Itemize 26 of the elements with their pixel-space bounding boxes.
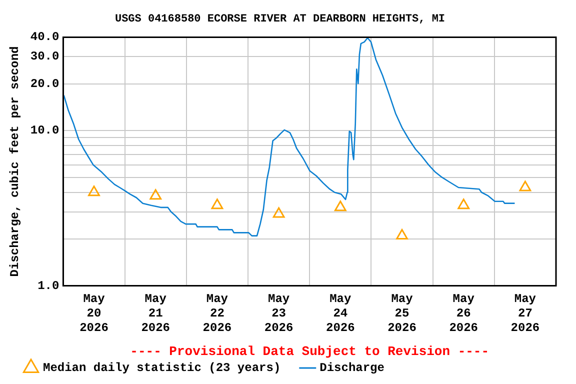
chart-title: USGS 04168580 ECORSE RIVER AT DEARBORN HEIGHTS, MI bbox=[114, 13, 446, 26]
x-tick-label: May 22 2026 bbox=[202, 292, 232, 335]
point bbox=[334, 200, 346, 212]
point bbox=[272, 207, 285, 218]
x-tick-label: May 20 2026 bbox=[80, 292, 108, 335]
point bbox=[396, 229, 408, 240]
y-tick-label: 40.0 bbox=[30, 30, 60, 44]
point bbox=[150, 189, 162, 200]
point bbox=[519, 180, 532, 192]
text: ---- Provisional Data Subject to Revision ---- bbox=[130, 344, 490, 359]
x-tick-label: May 21 2026 bbox=[141, 292, 170, 335]
y-axis-title: Discharge, cubic feet per second bbox=[8, 46, 22, 277]
point bbox=[458, 198, 470, 210]
y-tick-label: 1.0 bbox=[38, 278, 60, 293]
x-tick-label: May 25 2026 bbox=[388, 292, 416, 335]
point bbox=[211, 198, 224, 210]
point bbox=[88, 186, 100, 196]
y-tick-label: 30.0 bbox=[30, 50, 60, 64]
x-tick-label: May 23 2026 bbox=[264, 292, 294, 335]
y-tick-label: 20.0 bbox=[30, 76, 60, 91]
x-tick-label: May 24 2026 bbox=[326, 292, 355, 335]
x-tick-label: May 27 2026 bbox=[510, 292, 540, 335]
x-tick-label: May 26 2026 bbox=[449, 292, 478, 335]
y-tick-label: 10.0 bbox=[30, 124, 60, 138]
legend-label: Median daily statistic (23 years) bbox=[43, 361, 281, 376]
legend-label: Discharge bbox=[320, 361, 384, 376]
